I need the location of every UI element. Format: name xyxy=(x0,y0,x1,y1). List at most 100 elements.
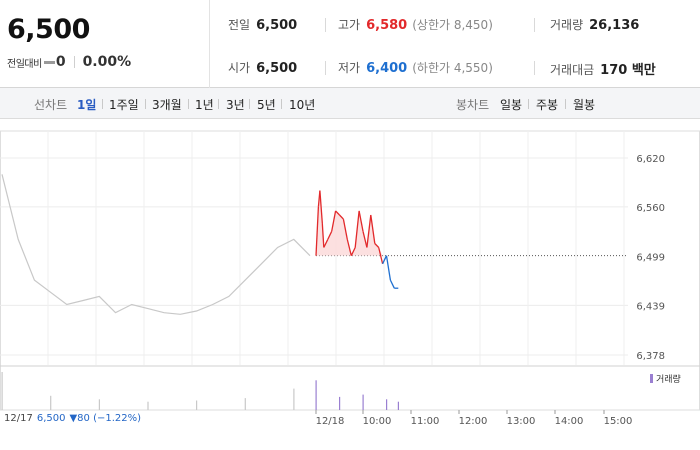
divider xyxy=(188,99,189,109)
divider xyxy=(534,61,535,75)
today-line-up-segment xyxy=(358,210,364,232)
high-value: 6,580 xyxy=(366,18,408,33)
current-price: 6,500 xyxy=(7,14,90,45)
quote-header: 6,500 전일대비 0 0.00% 전일 6,500 고가 6,580 (상한… xyxy=(0,0,700,88)
change-value: 0 xyxy=(55,54,66,70)
high-stat: 고가 6,580 (상한가 8,450) xyxy=(338,16,493,34)
candle-daily[interactable]: 일봉 xyxy=(500,98,523,112)
period-3y[interactable]: 3년 xyxy=(226,98,245,112)
y-tick-label: 6,560 xyxy=(636,203,665,214)
lower-limit: (하한가 4,550) xyxy=(412,61,493,75)
prev-day-change: ▼80 (−1.22%) xyxy=(69,413,142,424)
volume-bar xyxy=(397,401,399,410)
period-1w[interactable]: 1주일 xyxy=(109,98,139,112)
chart-toolbar: 선차트 1일 1주일 3개월 1년 3년 5년 10년 봉차트 일봉 주봉 월봉 xyxy=(0,88,700,119)
open-label: 시가 xyxy=(228,61,251,75)
x-tick-label: 15:00 xyxy=(604,416,633,427)
open-value: 6,500 xyxy=(256,61,298,76)
x-tick-label: 12/18 xyxy=(316,416,345,427)
volume-value: 26,136 xyxy=(589,18,640,33)
today-line-up-segment xyxy=(327,231,333,240)
volume-bar xyxy=(293,388,295,410)
volume-legend-label: 거래량 xyxy=(656,375,681,385)
open-stat: 시가 6,500 xyxy=(228,59,297,77)
upper-limit: (상한가 8,450) xyxy=(412,18,493,32)
flat-change-icon xyxy=(43,60,55,64)
today-line-up-segment xyxy=(366,214,372,248)
today-line-up-segment xyxy=(378,247,384,264)
today-line-up-segment xyxy=(319,190,323,224)
divider xyxy=(73,56,75,68)
volume-bar xyxy=(50,395,52,411)
volume-bar xyxy=(98,399,100,410)
y-tick-label: 6,378 xyxy=(636,351,665,362)
today-line-up-segment xyxy=(321,223,325,248)
low-stat: 저가 6,400 (하한가 4,550) xyxy=(338,59,493,77)
divider xyxy=(218,99,219,109)
x-tick-label: 10:00 xyxy=(363,416,392,427)
y-tick-label: 6,499 xyxy=(636,253,665,264)
current-price-panel: 6,500 전일대비 0 0.00% xyxy=(0,0,210,88)
divider xyxy=(145,99,146,109)
today-line-up-segment xyxy=(362,231,368,248)
divider xyxy=(281,99,282,109)
volume-bar xyxy=(339,396,341,410)
divider xyxy=(565,99,566,109)
volume-legend-swatch xyxy=(650,374,653,383)
prev-day-date: 12/17 xyxy=(4,413,33,424)
today-line-down-segment xyxy=(389,279,395,289)
up-fill xyxy=(316,190,399,256)
chart-frame xyxy=(0,130,700,411)
volume-bar xyxy=(196,400,198,410)
amount-value: 170 백만 xyxy=(600,63,656,78)
today-line-up-segment xyxy=(370,214,376,244)
period-10y[interactable]: 10년 xyxy=(289,98,316,112)
volume-bars xyxy=(1,372,399,411)
change-row: 전일대비 0 0.00% xyxy=(7,54,131,70)
x-tick-label: 14:00 xyxy=(555,416,584,427)
period-5y[interactable]: 5년 xyxy=(257,98,276,112)
period-1y[interactable]: 1년 xyxy=(195,98,214,112)
x-axis-ticks: 12/18 10:00 11:00 12:00 13:00 14:00 15:00 xyxy=(315,410,633,427)
divider xyxy=(528,99,529,109)
change-label: 전일대비 xyxy=(7,58,42,70)
line-chart-label: 선차트 xyxy=(34,98,68,112)
price-fill-area xyxy=(316,190,399,256)
divider xyxy=(249,99,250,109)
volume-legend: 거래량 xyxy=(650,372,681,385)
today-line-up-segment xyxy=(346,239,352,256)
period-1d[interactable]: 1일 xyxy=(77,98,97,112)
today-line-up-segment xyxy=(374,243,380,248)
divider xyxy=(325,18,326,32)
high-label: 고가 xyxy=(338,18,361,32)
change-percent: 0.00% xyxy=(82,54,132,70)
chart-grid xyxy=(0,130,700,411)
today-line-up-segment xyxy=(354,210,360,248)
prev-day-line xyxy=(1,174,311,315)
divider xyxy=(534,18,535,32)
y-axis-ticks: 6,620 6,560 6,499 6,439 6,378 xyxy=(636,154,665,362)
x-tick-label: 12:00 xyxy=(459,416,488,427)
volume-stat: 거래량 26,136 xyxy=(550,16,639,34)
prev-day-info: 12/17 6,500 ▼80 (−1.22%) xyxy=(4,413,141,424)
today-line-down-segment xyxy=(385,255,392,281)
price-chart[interactable]: 6,620 6,560 6,499 6,439 6,378 12/18 10:00 11:0… xyxy=(0,120,700,450)
today-line-up-segment xyxy=(350,247,356,256)
volume-bar xyxy=(147,401,149,410)
today-line-up-segment xyxy=(331,210,337,232)
today-line-down-segment xyxy=(382,255,388,265)
candle-chart-label: 봉차트 xyxy=(456,98,490,112)
y-tick-label: 6,620 xyxy=(636,154,665,165)
price-lines xyxy=(1,174,399,315)
volume-bar xyxy=(362,394,364,410)
period-3m[interactable]: 3개월 xyxy=(152,98,182,112)
volume-label: 거래량 xyxy=(550,18,584,32)
amount-label: 거래대금 xyxy=(550,63,595,77)
volume-bar xyxy=(315,380,317,410)
today-line-up-segment xyxy=(323,239,329,248)
candle-monthly[interactable]: 월봉 xyxy=(573,98,596,112)
divider xyxy=(325,61,326,75)
low-value: 6,400 xyxy=(366,61,408,76)
amount-stat: 거래대금 170 백만 xyxy=(550,59,656,78)
candle-weekly[interactable]: 주봉 xyxy=(536,98,559,112)
